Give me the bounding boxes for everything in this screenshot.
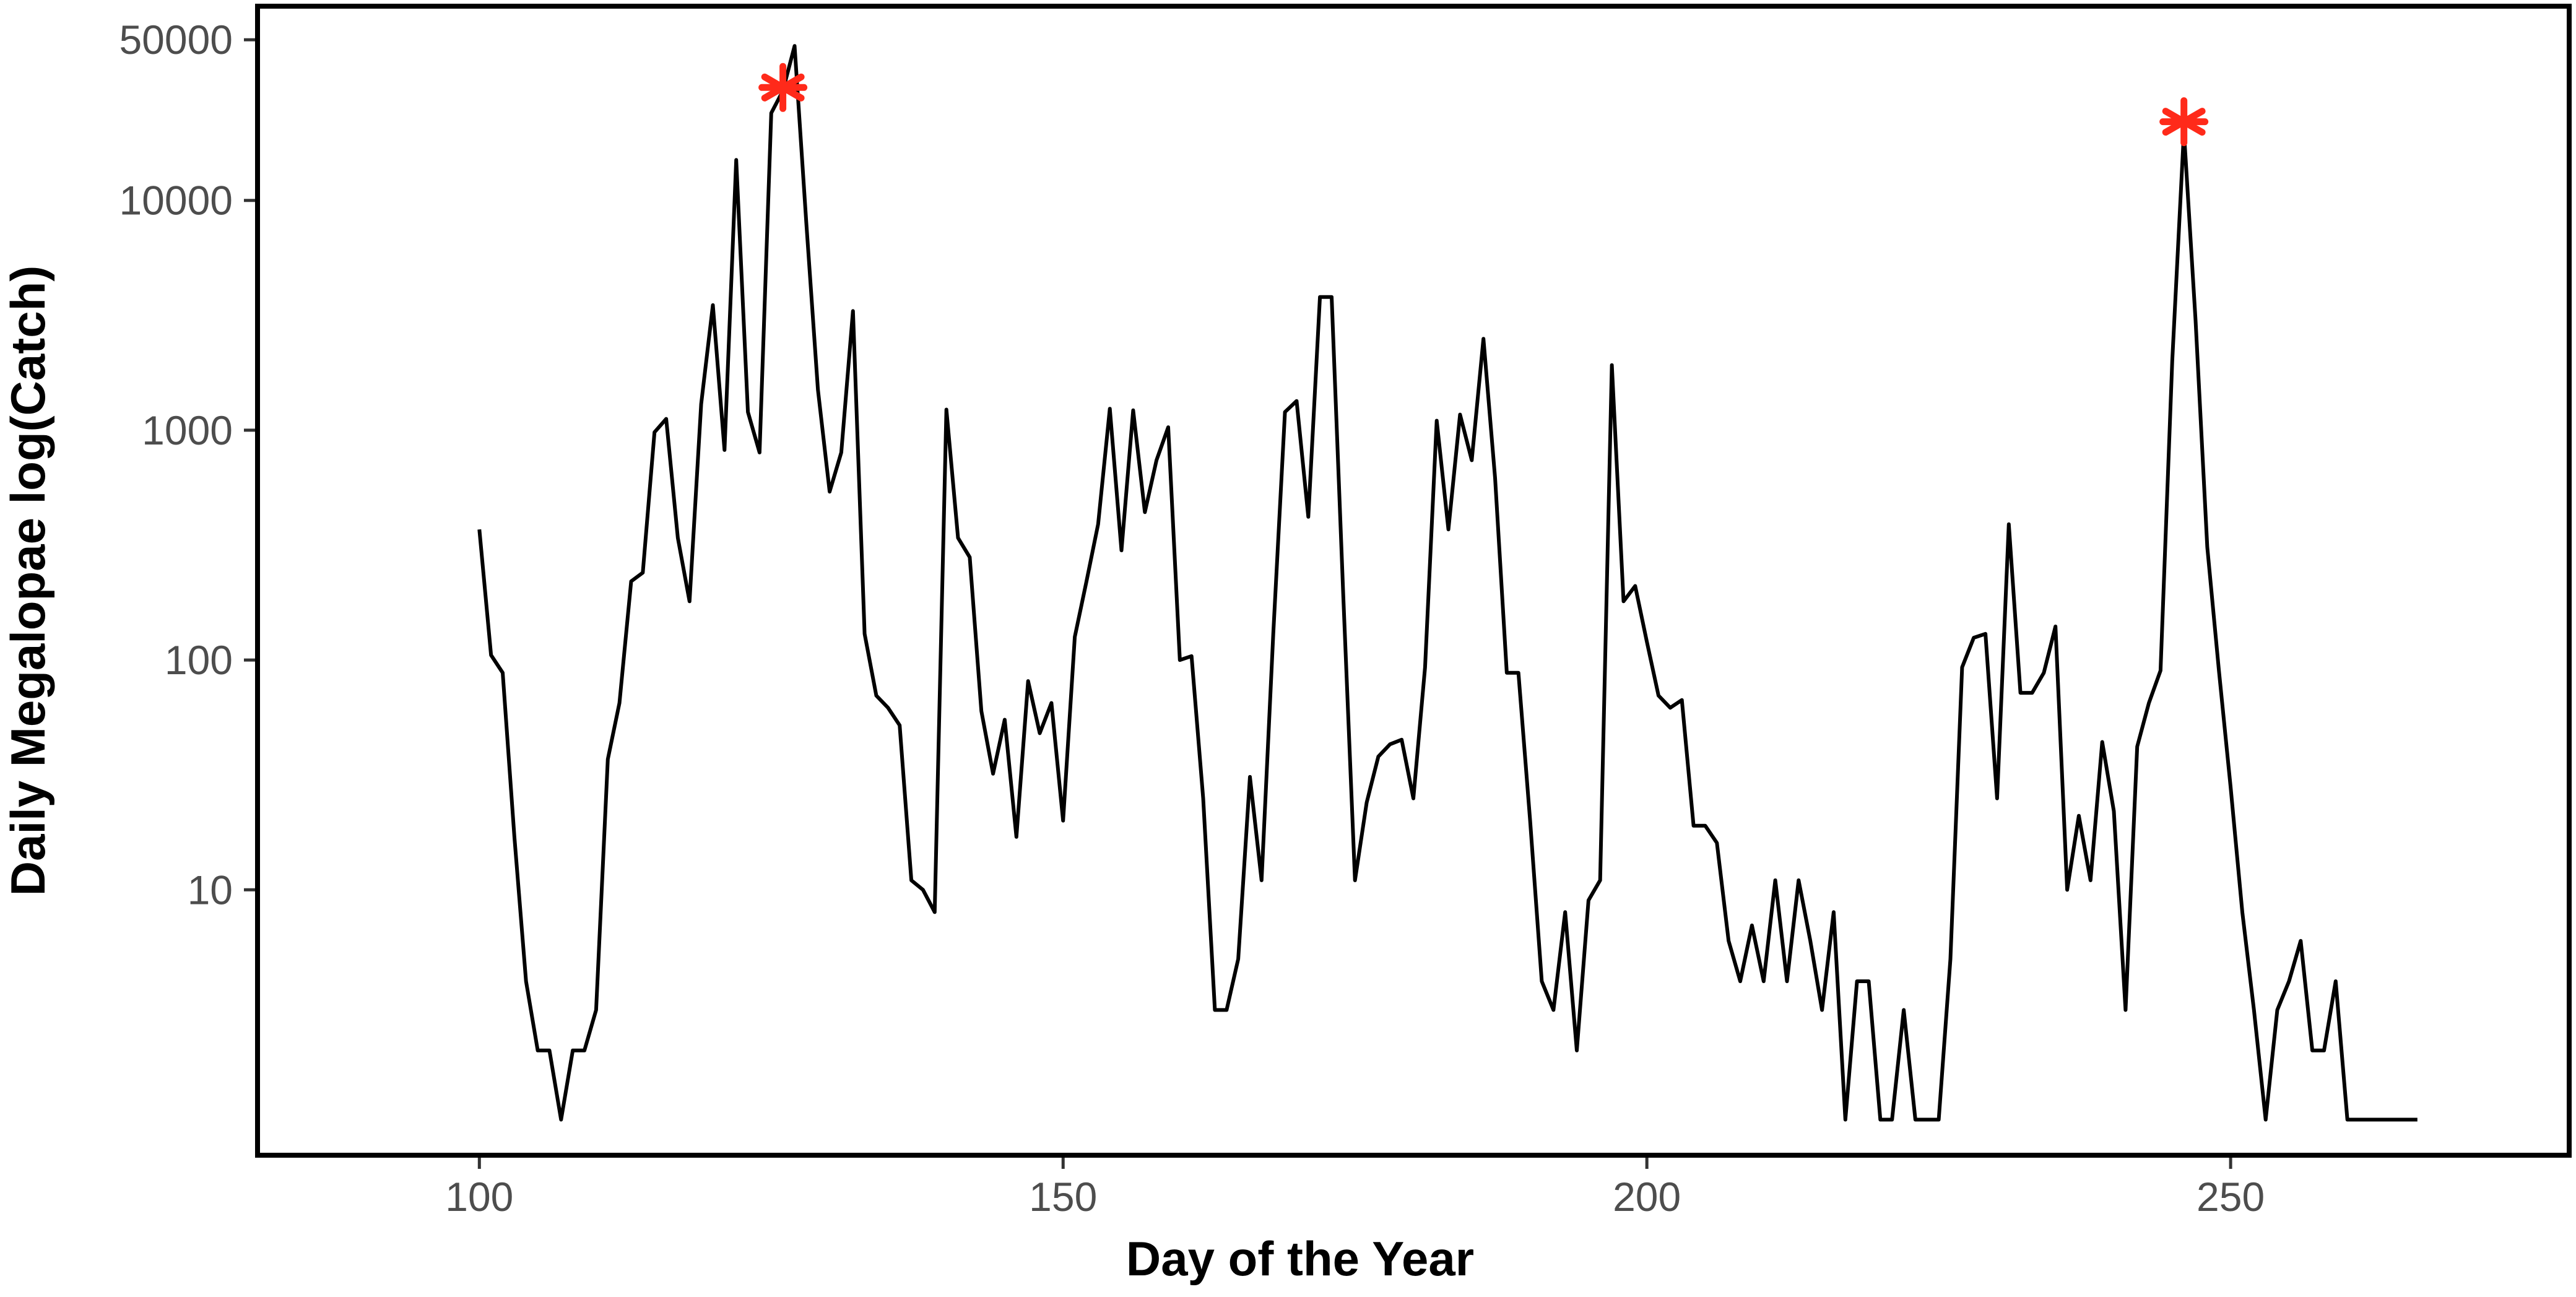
y-axis-title: Daily Megalopae log(Catch) (1, 266, 55, 896)
y-tick-label: 1000 (142, 407, 233, 453)
y-axis: 10 100 1000 10000 50000 (119, 17, 255, 913)
y-tick-label: 100 (165, 637, 233, 683)
series-layer (477, 44, 2418, 1122)
y-tick-label: 10 (188, 867, 233, 913)
x-tick-label: 250 (2197, 1174, 2265, 1220)
y-tick-label: 10000 (119, 178, 233, 223)
highlight-marker-layer (758, 63, 2209, 147)
x-tick-label: 200 (1613, 1174, 1681, 1220)
x-axis-title: Day of the Year (1126, 1231, 1474, 1286)
y-tick-label: 50000 (119, 17, 233, 63)
x-axis: 100 150 200 250 (445, 1158, 2265, 1220)
series-line-0 (477, 44, 2418, 1122)
peak-asterisk-marker (2159, 97, 2209, 147)
x-tick-label: 150 (1029, 1174, 1097, 1220)
peak-asterisk-marker (758, 63, 808, 112)
x-tick-label: 100 (445, 1174, 513, 1220)
plot-panel-border (255, 4, 2572, 1158)
